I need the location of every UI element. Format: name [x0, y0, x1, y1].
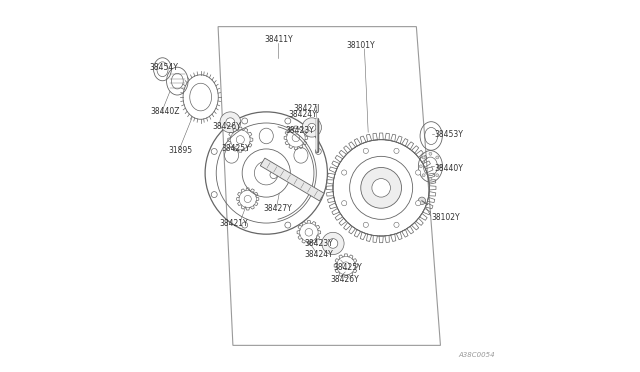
Text: 38453Y: 38453Y	[435, 129, 464, 139]
Circle shape	[316, 192, 321, 198]
Circle shape	[226, 118, 235, 127]
Circle shape	[242, 222, 248, 228]
Text: 38424Y: 38424Y	[305, 250, 333, 259]
Circle shape	[429, 177, 432, 180]
Circle shape	[422, 174, 425, 177]
Circle shape	[429, 152, 432, 155]
Text: 38424Y: 38424Y	[289, 110, 317, 119]
Circle shape	[372, 179, 390, 197]
Circle shape	[211, 148, 217, 154]
Text: 38440Z: 38440Z	[150, 108, 180, 116]
Text: 38411Y: 38411Y	[264, 35, 293, 44]
Text: 38454Y: 38454Y	[150, 63, 179, 72]
Circle shape	[242, 118, 248, 124]
Circle shape	[419, 165, 422, 168]
Circle shape	[364, 222, 369, 227]
Circle shape	[342, 201, 347, 206]
Circle shape	[422, 156, 425, 159]
Circle shape	[322, 232, 344, 254]
Text: 38423Y: 38423Y	[305, 239, 333, 248]
Text: 38440Y: 38440Y	[435, 164, 464, 173]
Polygon shape	[260, 158, 324, 201]
Circle shape	[438, 165, 442, 168]
Text: 31895: 31895	[168, 146, 192, 155]
Circle shape	[316, 148, 321, 154]
Text: 38425Y: 38425Y	[221, 144, 250, 153]
Circle shape	[418, 197, 426, 205]
Text: 38426Y: 38426Y	[330, 275, 359, 284]
Circle shape	[415, 201, 420, 206]
Text: 38427Y: 38427Y	[264, 205, 292, 214]
Circle shape	[342, 170, 347, 175]
Circle shape	[436, 174, 439, 177]
Circle shape	[308, 124, 316, 132]
Circle shape	[394, 222, 399, 227]
Text: 38427J: 38427J	[293, 104, 319, 113]
Circle shape	[285, 222, 291, 228]
Circle shape	[361, 167, 401, 208]
Circle shape	[328, 238, 338, 248]
Text: 38426Y: 38426Y	[212, 122, 241, 131]
Text: 38423Y: 38423Y	[286, 126, 315, 135]
Text: 38101Y: 38101Y	[346, 41, 375, 51]
Circle shape	[302, 118, 321, 137]
Text: A38C0054: A38C0054	[458, 352, 495, 357]
Circle shape	[415, 170, 420, 175]
Circle shape	[220, 112, 241, 133]
Text: 38102Y: 38102Y	[431, 213, 460, 222]
Text: 38425Y: 38425Y	[333, 263, 362, 272]
Circle shape	[364, 148, 369, 154]
Circle shape	[436, 156, 439, 159]
Text: 38421Y: 38421Y	[220, 219, 248, 228]
Circle shape	[285, 118, 291, 124]
Circle shape	[394, 148, 399, 154]
Circle shape	[211, 192, 217, 198]
